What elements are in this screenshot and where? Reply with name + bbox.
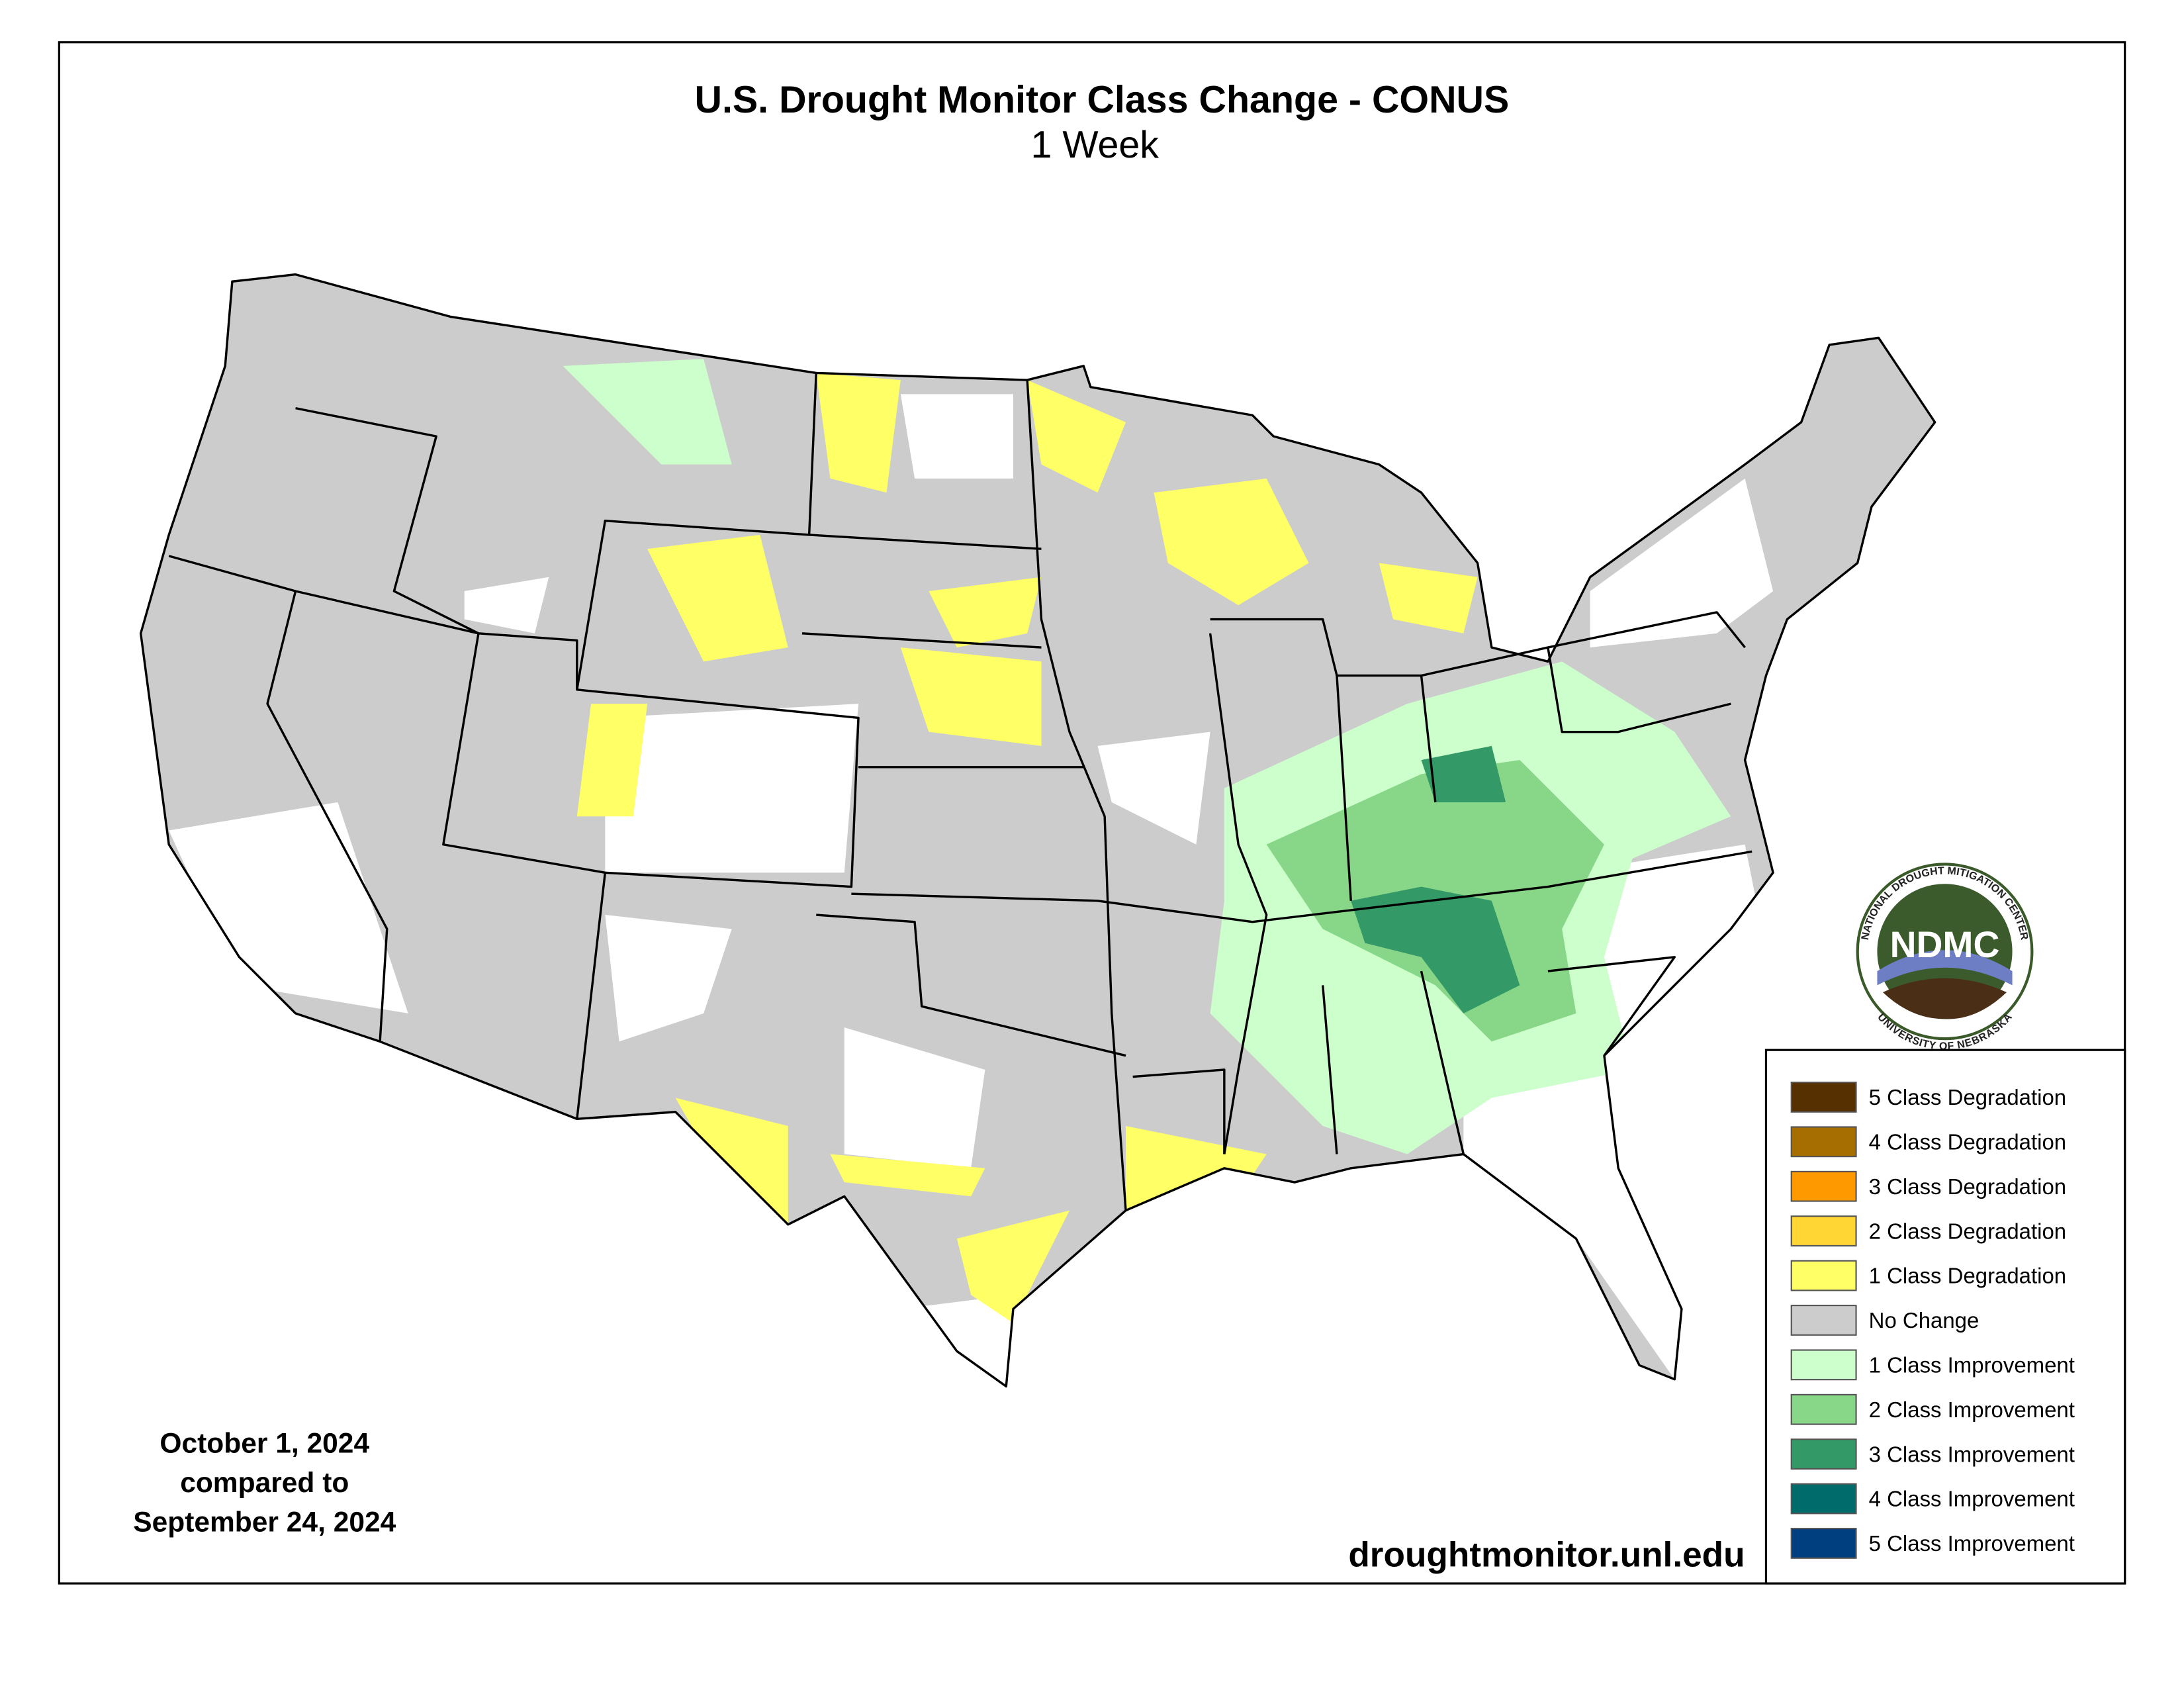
state-border: [576, 373, 817, 690]
state-border: [816, 914, 1226, 1154]
blank-area: [605, 915, 732, 1042]
legend-label: 5 Class Degradation: [1869, 1085, 2066, 1109]
legend-swatch: [1790, 1082, 1857, 1113]
subtitle: 1 Week: [1030, 124, 1159, 166]
state-border: [295, 406, 860, 1119]
legend-swatch: [1790, 1260, 1857, 1291]
logo-earth: [1882, 978, 2007, 1019]
degradation-area: [956, 1210, 1069, 1323]
state-border: [1547, 647, 1731, 1056]
state-border: [801, 534, 1752, 923]
legend-label: 4 Class Degradation: [1869, 1130, 2066, 1154]
improvement-area: [1421, 745, 1506, 802]
degradation-area: [900, 647, 1042, 746]
state-border: [168, 555, 606, 874]
legend-swatch: [1790, 1215, 1857, 1246]
logo: NDMC NATIONAL DROUGHT MITIGATION CENTER …: [1856, 863, 2034, 1053]
legend-label: 1 Class Degradation: [1869, 1264, 2066, 1288]
legend-label: 3 Class Improvement: [1869, 1442, 2075, 1466]
blank-area: [1590, 478, 1774, 648]
improvement-area: [1351, 886, 1520, 1013]
logo-wave: [1877, 950, 2013, 986]
degradation-area: [576, 704, 648, 817]
legend-swatch: [1790, 1305, 1857, 1336]
legend-label: 1 Class Improvement: [1869, 1353, 2075, 1378]
legend-swatch: [1790, 1393, 1857, 1425]
improvement-area: [563, 359, 732, 465]
legend: 5 Class Degradation 4 Class Degradation 3 …: [1790, 1082, 2075, 1559]
degradation-area: [816, 373, 901, 493]
degradation-area: [929, 577, 1042, 648]
legend-label: 2 Class Improvement: [1869, 1397, 2075, 1422]
blank-area: [900, 394, 1013, 479]
logo-abbr: NDMC: [1890, 924, 2000, 965]
degradation-area: [1379, 563, 1478, 633]
date-line: compared to: [180, 1468, 349, 1499]
legend-swatch: [1790, 1349, 1857, 1381]
date-line: October 1, 2024: [159, 1428, 369, 1459]
blank-area: [464, 577, 549, 633]
legend-label: No Change: [1869, 1308, 1979, 1333]
state-borders: [168, 373, 1752, 1211]
degradation-area: [830, 1154, 985, 1197]
degradation-area: [675, 1098, 788, 1225]
legend-swatch: [1790, 1483, 1857, 1515]
degradation-area: [647, 534, 788, 662]
legend-swatch: [1790, 1528, 1857, 1559]
legend-swatch: [1790, 1438, 1857, 1470]
legend-label: 2 Class Degradation: [1869, 1219, 2066, 1243]
blank-area: [844, 1027, 985, 1168]
legend-swatch: [1790, 1170, 1857, 1202]
state-border: [1208, 633, 1465, 1154]
title: U.S. Drought Monitor Class Change - CONU…: [695, 79, 1510, 121]
state-border: [266, 590, 388, 1042]
legend-label: 3 Class Degradation: [1869, 1174, 2066, 1199]
date-line: September 24, 2024: [133, 1507, 396, 1538]
legend-label: 5 Class Improvement: [1869, 1531, 2075, 1556]
state-border: [1026, 379, 1127, 1211]
blank-area: [1097, 731, 1210, 845]
degradation-areas: [576, 373, 1478, 1323]
degradation-area: [1154, 478, 1309, 606]
blank-area: [605, 704, 859, 873]
legend-swatch: [1790, 1126, 1857, 1158]
legend-label: 4 Class Improvement: [1869, 1487, 2075, 1511]
website: droughtmonitor.unl.edu: [1348, 1536, 1745, 1575]
degradation-area: [1027, 380, 1126, 493]
